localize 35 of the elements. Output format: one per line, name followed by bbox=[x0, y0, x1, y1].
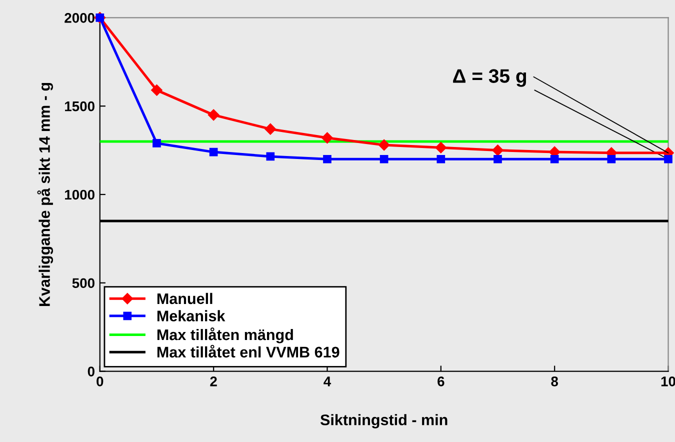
point bbox=[436, 154, 446, 164]
point bbox=[607, 154, 616, 164]
point bbox=[266, 152, 275, 161]
point bbox=[435, 142, 447, 154]
point bbox=[322, 132, 333, 144]
point bbox=[152, 139, 161, 148]
point bbox=[550, 154, 559, 164]
point bbox=[378, 139, 390, 151]
point bbox=[209, 148, 218, 156]
x-tick-label: 6 bbox=[438, 376, 444, 386]
legend-label: Max tillåtet enl VVMB 619 bbox=[157, 344, 340, 358]
point bbox=[323, 154, 332, 164]
y-tick-label: 500 bbox=[72, 278, 94, 288]
y-tick-label: 1500 bbox=[65, 101, 94, 112]
point bbox=[494, 154, 502, 164]
point bbox=[208, 109, 220, 121]
legend-label: Mekanisk bbox=[157, 310, 226, 322]
y-tick-label: 1000 bbox=[65, 190, 94, 200]
annotation: Δ = 35 g bbox=[453, 69, 526, 87]
legend-label: Manuell bbox=[157, 292, 212, 304]
x-tick-label: 4 bbox=[324, 376, 332, 386]
y-axis-title: Kvarliggande på sikt 14 mm - g bbox=[37, 83, 54, 306]
point bbox=[264, 123, 276, 135]
y-tick-label: 2000 bbox=[64, 13, 94, 23]
point bbox=[492, 144, 504, 156]
x-tick-label: 10 bbox=[661, 376, 675, 386]
x-tick-label: 0 bbox=[96, 376, 104, 386]
x-tick-label: 8 bbox=[551, 376, 558, 386]
point bbox=[380, 154, 388, 164]
point bbox=[151, 84, 162, 96]
point bbox=[664, 154, 672, 164]
x-axis-title: Siktningstid - min bbox=[320, 414, 448, 428]
legend-label: Max tillåten mängd bbox=[157, 327, 293, 344]
x-tick-label: 2 bbox=[210, 376, 217, 386]
y-tick-label: 0 bbox=[88, 366, 94, 376]
